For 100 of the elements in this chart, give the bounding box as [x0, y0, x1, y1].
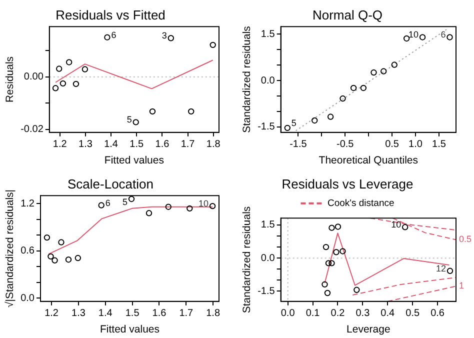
- point: [104, 34, 110, 40]
- x-tick-label: 0.5: [385, 139, 400, 150]
- point: [186, 205, 193, 212]
- point: [327, 114, 334, 120]
- point: [98, 202, 104, 208]
- chart-title: Residuals vs Leverage: [282, 176, 414, 192]
- x-tick-label: -0.5: [336, 139, 354, 150]
- y-tick-label: 1.2: [20, 198, 35, 210]
- annotation: 10: [198, 198, 209, 209]
- x-tick-label: 1.4: [104, 139, 118, 150]
- annotation: 5: [122, 197, 128, 208]
- annotation: 1: [459, 280, 464, 291]
- annotation: 10: [408, 30, 419, 40]
- point: [65, 256, 72, 263]
- point: [312, 117, 318, 124]
- point: [149, 108, 156, 115]
- point: [402, 224, 408, 230]
- y-tick-label: 1.5: [260, 28, 276, 40]
- point: [354, 286, 360, 294]
- x-tick-label: 1.6: [155, 139, 170, 150]
- point: [58, 239, 64, 246]
- x-axis-title: Fitted values: [100, 324, 160, 336]
- x-tick-label: 0.2: [330, 308, 346, 320]
- x-axis-title: Theoretical Quantiles: [318, 154, 418, 167]
- point: [48, 253, 54, 260]
- point: [333, 249, 340, 256]
- point: [52, 85, 59, 92]
- x-tick-label: 1.0: [408, 139, 423, 150]
- y-axis-title: Residuals: [4, 56, 16, 103]
- point: [360, 84, 367, 92]
- y-tick-label: 0.0: [260, 75, 276, 86]
- y-tick-label: 0.6: [20, 246, 35, 257]
- y-tick-label: 0.0: [260, 252, 276, 264]
- x-tick-label: 0.6: [430, 308, 445, 320]
- chart-title: Normal Q-Q: [312, 7, 383, 22]
- point: [188, 108, 194, 115]
- x-tick-label: 1.4: [98, 308, 113, 320]
- point: [340, 95, 346, 102]
- point: [324, 290, 331, 296]
- annotation: 6: [105, 198, 110, 208]
- point: [446, 268, 454, 274]
- y-tick-label: 0.00: [24, 72, 44, 83]
- x-tick-label: 1.8: [206, 308, 220, 320]
- x-tick-label: 1.7: [180, 139, 196, 150]
- x-tick-label: 1.3: [72, 308, 86, 320]
- annotation: 3: [162, 30, 167, 41]
- y-axis-title: Standardized residuals: [241, 26, 254, 133]
- point: [74, 254, 82, 262]
- annotation: 0.5: [459, 234, 472, 244]
- x-tick-label: 0.5: [406, 308, 420, 320]
- point: [132, 119, 139, 126]
- point: [334, 224, 342, 230]
- x-tick-label: 1.5: [432, 139, 446, 150]
- point: [52, 257, 58, 264]
- x-tick-label: 0.4: [380, 308, 396, 320]
- x-tick-label: 1.7: [179, 308, 194, 320]
- y-tick-label: -1.5: [258, 286, 276, 297]
- chart-title: Residuals vs Fitted: [56, 7, 166, 22]
- annotation: 10: [391, 220, 402, 230]
- point: [446, 34, 453, 40]
- point: [210, 42, 216, 48]
- point: [380, 68, 387, 74]
- point: [328, 224, 335, 231]
- x-tick-label: 0.3: [356, 308, 370, 320]
- x-tick-label: 1.5: [130, 139, 144, 150]
- x-tick-label: 1.2: [52, 139, 68, 150]
- x-tick-label: -1.5: [290, 139, 308, 150]
- point: [56, 66, 62, 72]
- point: [44, 234, 50, 241]
- point: [168, 35, 174, 42]
- annotation: 12: [436, 263, 446, 274]
- point: [66, 59, 72, 66]
- point: [340, 248, 346, 254]
- point: [403, 35, 410, 42]
- point: [370, 69, 377, 76]
- x-tick-label: 1.8: [206, 139, 221, 150]
- x-tick-label: 1.3: [78, 139, 93, 150]
- point: [128, 196, 135, 202]
- x-axis-title: Fitted values: [104, 154, 164, 167]
- point: [322, 281, 328, 288]
- point: [350, 84, 357, 92]
- annotation: 5: [291, 118, 296, 128]
- x-tick-label: 1.5: [125, 308, 140, 320]
- point: [146, 210, 152, 216]
- x-tick-label: 1.2: [44, 308, 59, 320]
- point: [209, 202, 216, 210]
- y-tick-label: -1.5: [258, 122, 276, 133]
- point: [284, 124, 290, 132]
- point: [391, 62, 398, 68]
- y-tick-label: -0.02: [20, 124, 44, 136]
- legend-label: Cook's distance: [327, 198, 394, 209]
- point: [419, 34, 426, 40]
- x-tick-label: 1.6: [152, 308, 167, 320]
- x-tick-label: 0.0: [280, 308, 296, 320]
- annotation: 6: [111, 30, 116, 40]
- x-axis-title: Leverage: [346, 324, 390, 336]
- y-tick-label: 0.0: [20, 292, 35, 304]
- annotation: 6: [440, 30, 446, 40]
- x-tick-label: 0.1: [306, 308, 320, 320]
- point: [82, 66, 88, 72]
